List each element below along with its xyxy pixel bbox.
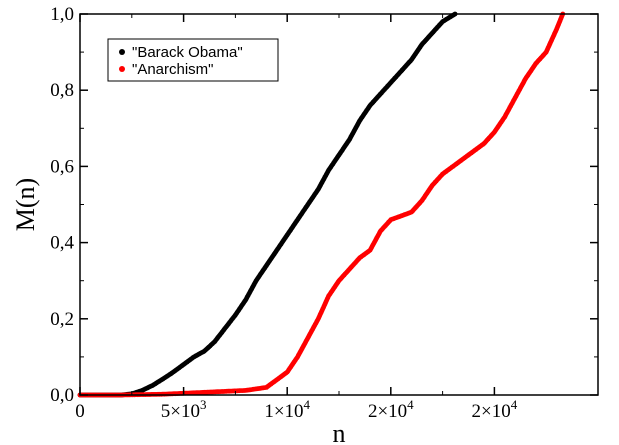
legend-items: "Barack Obama""Anarchism" [119, 44, 243, 78]
legend-marker [119, 49, 125, 55]
y-tick-label: 0,2 [50, 309, 74, 330]
y-tick-label: 0,4 [50, 233, 74, 254]
tick-layer: 0 5×103 1×104 2×104 2×104 0,0 0,2 0,4 0,6 0,8 1,0 [50, 4, 598, 422]
x-tick-label: 2×104 [368, 397, 414, 422]
y-tick-label: 1,0 [50, 4, 74, 25]
y-tick-label: 0,6 [50, 156, 74, 177]
x-tick-label: 0 [75, 401, 85, 422]
y-tick-label: 0,8 [50, 80, 74, 101]
x-tick-label: 5×103 [161, 397, 207, 422]
x-tick-label: 2×104 [472, 397, 518, 422]
x-tick-label: 1×104 [264, 397, 310, 422]
legend-box [107, 38, 279, 82]
legend: "Barack Obama""Anarchism" [107, 38, 279, 82]
series-layer [77, 11, 566, 398]
legend-label: "Anarchism" [132, 61, 214, 78]
legend-marker [119, 66, 125, 72]
x-axis-label: n [333, 419, 346, 445]
y-tick-label: 0,0 [50, 385, 74, 406]
legend-label: "Barack Obama" [132, 44, 243, 61]
y-axis-label: M(n) [11, 178, 40, 231]
